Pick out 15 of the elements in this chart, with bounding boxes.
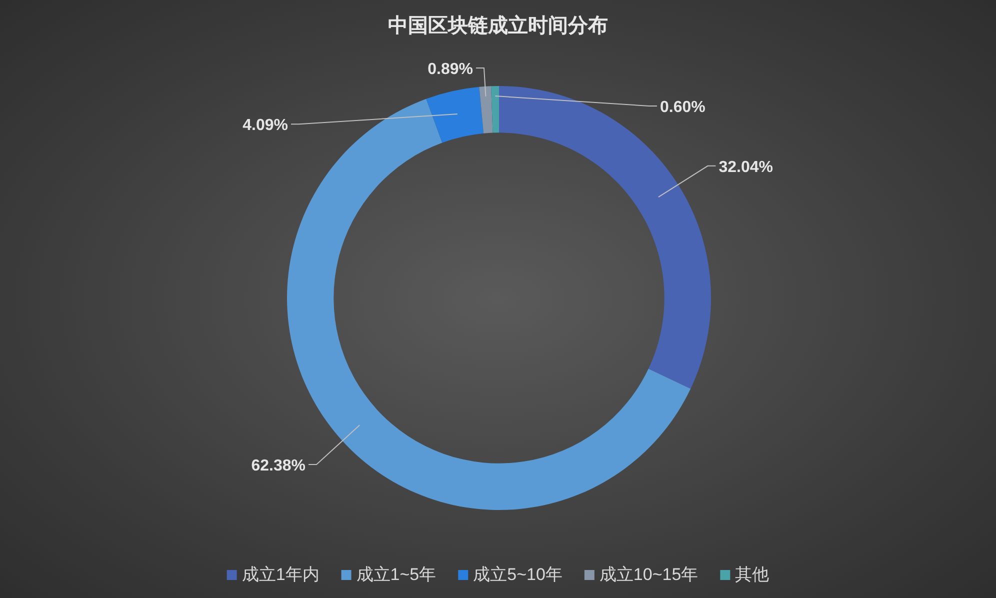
- data-label: 32.04%: [718, 158, 773, 176]
- donut-slice: [479, 86, 493, 134]
- legend-label: 成立5~10年: [473, 565, 562, 584]
- data-label: 4.09%: [242, 117, 288, 134]
- donut-slice: [426, 86, 484, 143]
- donut-slice: [491, 86, 499, 133]
- data-label: 62.38%: [251, 457, 306, 474]
- chart-title: 中国区块链成立时间分布: [388, 13, 608, 37]
- legend-label: 其他: [735, 565, 770, 584]
- data-label: 0.60%: [660, 99, 706, 116]
- legend-label: 成立10~15年: [599, 565, 698, 584]
- legend-label: 成立1~5年: [356, 565, 436, 584]
- data-label: 0.89%: [428, 61, 473, 78]
- legend-label: 成立1年内: [242, 565, 320, 584]
- donut-slice: [499, 86, 711, 389]
